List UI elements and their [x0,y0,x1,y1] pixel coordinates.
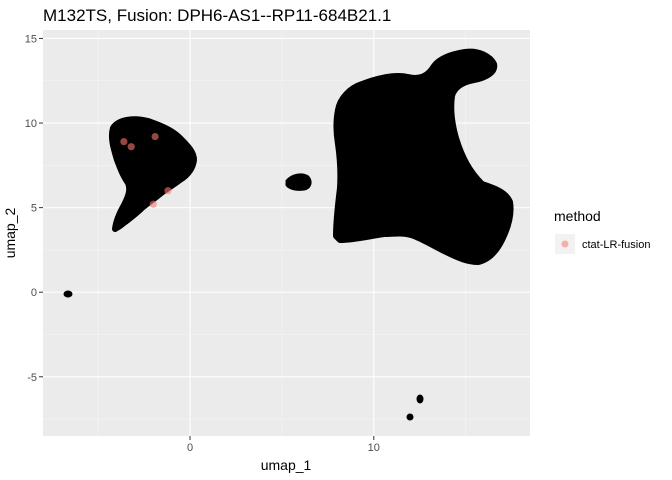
cluster-bottom-right-b [406,413,414,421]
fusion-point [120,138,128,146]
cell-clusters [63,48,514,421]
x-tick-label: 10 [368,442,380,454]
y-axis-title: umap_2 [2,207,18,258]
y-tick-label: 5 [31,203,37,215]
cluster-bottom-right-a [416,394,424,404]
y-tick-label: 0 [31,287,37,299]
legend-label: ctat-LR-fusion [582,239,650,251]
chart-title: M132TS, Fusion: DPH6-AS1--RP11-684B21.1 [43,6,391,25]
y-tick-label: -5 [27,372,37,384]
y-tick-label: 15 [25,33,37,45]
fusion-point [164,187,172,195]
x-axis-title: umap_1 [261,457,312,473]
cluster-small-mid [285,173,312,191]
legend: method ctat-LR-fusion [554,208,650,254]
y-axis-ticks: -5 0 5 10 15 [25,33,43,384]
y-tick-label: 10 [25,118,37,130]
fusion-point [127,143,135,151]
x-tick-label: 0 [187,442,193,454]
cluster-bottom-left [63,290,73,298]
legend-title: method [554,208,601,224]
fusion-points [120,132,172,208]
x-axis-ticks: 0 10 [187,436,380,454]
legend-point-icon [561,240,569,248]
fusion-point [149,200,157,208]
fusion-point [151,132,159,141]
cluster-big [333,48,514,265]
